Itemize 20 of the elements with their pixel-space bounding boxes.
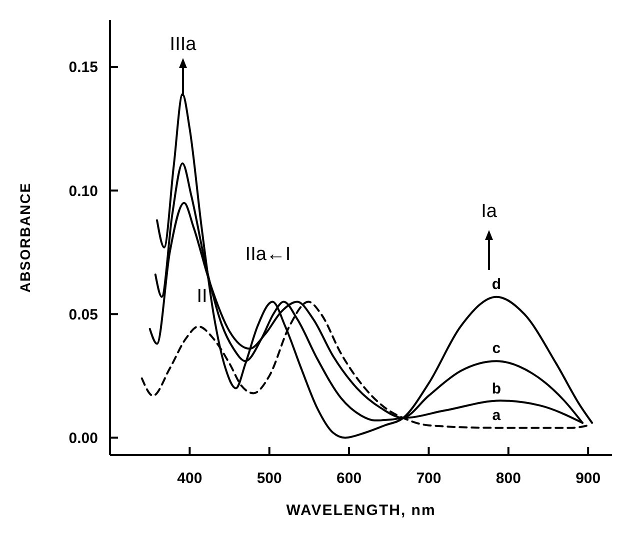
annotation: IIIa xyxy=(170,34,197,55)
x-tick-label: 400 xyxy=(177,470,202,487)
y-tick-label: 0.15 xyxy=(68,59,98,76)
x-tick-label: 600 xyxy=(336,470,362,487)
x-tick-label: 500 xyxy=(256,470,282,487)
y-tick-label: 0.05 xyxy=(68,306,98,324)
annotation: II xyxy=(196,286,208,307)
y-tick-label: 0.10 xyxy=(68,182,98,200)
annotation: Ia xyxy=(481,201,498,222)
legend-label: d xyxy=(492,276,502,293)
x-tick-label: 800 xyxy=(496,470,521,487)
x-axis-title: WAVELENGTH, nm xyxy=(286,502,436,519)
series-label: b xyxy=(492,380,502,398)
annotation: IIa←I xyxy=(245,244,291,265)
x-tick-label: 700 xyxy=(416,470,442,487)
series-label: a xyxy=(492,406,502,424)
y-axis-title: ABSORBANCE xyxy=(17,182,33,293)
series-label: c xyxy=(492,340,501,358)
y-tick-label: 0.00 xyxy=(68,430,98,447)
x-tick-label: 900 xyxy=(576,470,601,487)
